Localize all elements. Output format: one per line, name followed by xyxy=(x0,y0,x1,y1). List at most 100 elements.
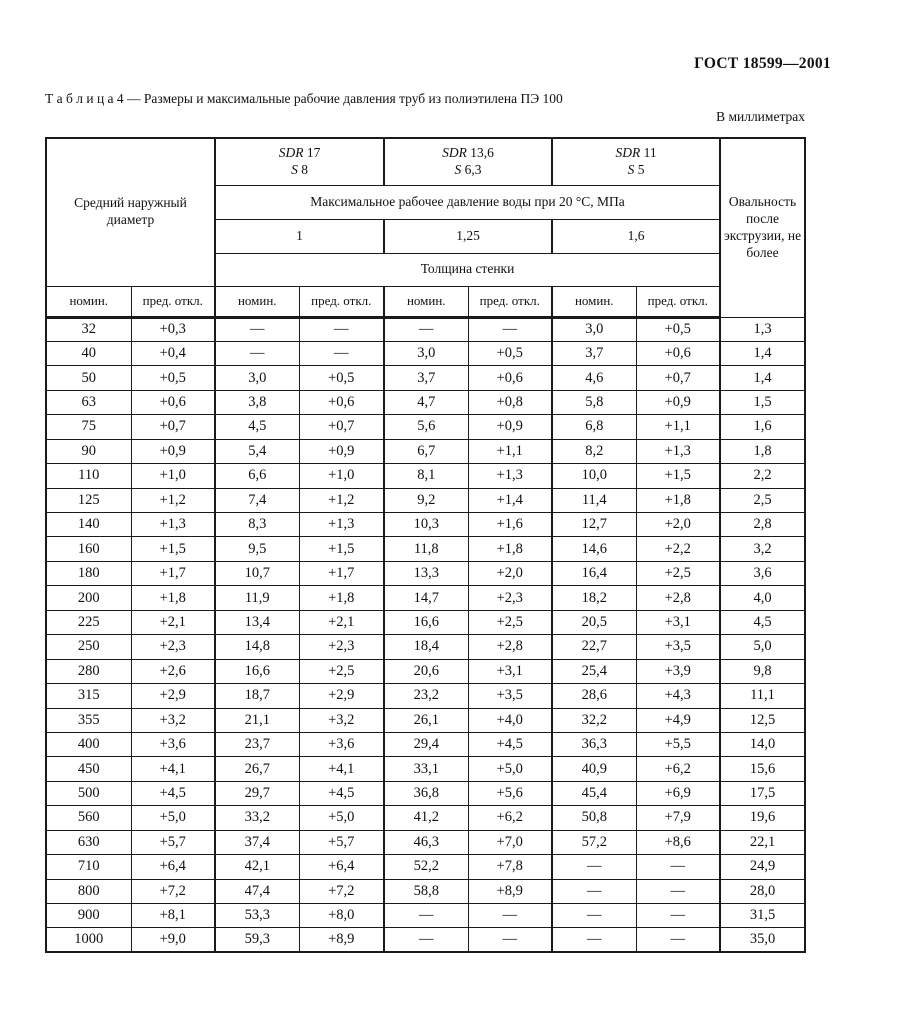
table-cell: — xyxy=(467,316,553,342)
table-cell: 14,8 xyxy=(214,634,300,660)
sdr136-nominal-header: номин. xyxy=(383,285,469,319)
table-cell: +1,3 xyxy=(467,463,553,489)
table-cell: 500 xyxy=(45,780,132,807)
table-cell: +0,7 xyxy=(298,414,385,440)
table-cell: 57,2 xyxy=(551,829,637,856)
table-cell: +8,9 xyxy=(298,927,385,953)
table-cell: +1,3 xyxy=(130,511,216,538)
table-cell: 800 xyxy=(45,878,132,905)
table-cell: 14,6 xyxy=(551,536,637,562)
table-cell: 6,7 xyxy=(383,438,469,465)
table-cell: 26,7 xyxy=(214,756,300,782)
table-cell: +0,6 xyxy=(298,389,385,416)
table-caption: Т а б л и ц а 4 — Размеры и максимальные… xyxy=(45,91,825,107)
table-cell: 8,3 xyxy=(214,511,300,538)
table-caption-title: Размеры и максимальные рабочие давления … xyxy=(143,91,563,106)
table-cell: +3,6 xyxy=(298,731,385,758)
table-cell: +6,4 xyxy=(130,854,216,880)
table-cell: 4,0 xyxy=(719,585,806,611)
s8-value: 8 xyxy=(301,161,308,177)
table-cell: +4,3 xyxy=(635,683,721,709)
table-cell: 59,3 xyxy=(214,927,300,953)
table-cell: 13,3 xyxy=(383,560,469,587)
sdr136-header-cell: SDR 13,6 S 6,3 xyxy=(383,137,553,186)
table-cell: +4,0 xyxy=(467,707,553,733)
table-row: 140 +1,3 8,3 +1,3 10,3 +1,6 12,7 +2,0 2,8 xyxy=(45,511,806,538)
table-cell: +1,3 xyxy=(635,438,721,465)
table-cell: 3,7 xyxy=(551,340,637,367)
table-cell: +2,6 xyxy=(130,658,216,685)
s8-label: S xyxy=(291,161,298,177)
table-cell: +1,2 xyxy=(298,487,385,514)
table-cell: 9,5 xyxy=(214,536,300,562)
table-row: 900 +8,1 53,3 +8,0— — — —31,5 xyxy=(45,902,806,929)
table-cell: 2,2 xyxy=(719,463,806,489)
table-cell: 3,7 xyxy=(383,365,469,391)
table-cell: +1,8 xyxy=(467,536,553,562)
sdr11-label: SDR xyxy=(615,144,641,160)
table-cell: — xyxy=(551,902,637,929)
table-row: 32 +0,3— — — —3,0 +0,5 1,3 xyxy=(45,316,806,342)
table-caption-label: Т а б л и ц а 4 xyxy=(45,91,124,106)
table-cell: +0,6 xyxy=(467,365,553,391)
table-cell: +2,5 xyxy=(467,609,553,636)
sdr11-deviation-header: пред. откл. xyxy=(635,285,721,319)
table-row: 200 +1,8 11,9 +1,8 14,7 +2,3 18,2 +2,8 4,0 xyxy=(45,585,806,611)
table-cell: 3,8 xyxy=(214,389,300,416)
table-cell: +7,2 xyxy=(130,878,216,905)
table-cell: 40,9 xyxy=(551,756,637,782)
table-cell: 7,4 xyxy=(214,487,300,514)
table-cell: +4,5 xyxy=(130,780,216,807)
table-cell: 28,0 xyxy=(719,878,806,905)
table-row: 40 +0,4— —3,0 +0,5 3,7 +0,6 1,4 xyxy=(45,340,806,367)
sdr136-label: SDR xyxy=(442,144,467,160)
table-cell: +2,3 xyxy=(467,585,553,611)
table-cell: 250 xyxy=(45,634,132,660)
table-row: 225 +2,1 13,4 +2,1 16,6 +2,5 20,5 +3,1 4,5 xyxy=(45,609,806,636)
table-row: 110 +1,0 6,6 +1,0 8,1 +1,3 10,0 +1,5 2,2 xyxy=(45,463,806,489)
table-cell: +5,0 xyxy=(130,805,216,831)
sdr136-value: 13,6 xyxy=(470,144,494,160)
table-cell: 3,0 xyxy=(214,365,300,391)
table-cell: 1,8 xyxy=(719,438,806,465)
table-cell: 42,1 xyxy=(214,854,300,880)
table-cell: 710 xyxy=(45,854,132,880)
table-cell: +0,9 xyxy=(298,438,385,465)
table-cell: 6,8 xyxy=(551,414,637,440)
table-cell: 10,7 xyxy=(214,560,300,587)
table-cell: +4,5 xyxy=(467,731,553,758)
table-cell: 5,4 xyxy=(214,438,300,465)
table-cell: +2,3 xyxy=(298,634,385,660)
table-cell: 36,3 xyxy=(551,731,637,758)
table-cell: 16,4 xyxy=(551,560,637,587)
table-cell: 90 xyxy=(45,438,132,465)
table-cell: 315 xyxy=(45,683,132,709)
table-cell: 28,6 xyxy=(551,683,637,709)
sdr17-nominal-header: номин. xyxy=(214,285,300,319)
table-row: 400 +3,6 23,7 +3,6 29,4 +4,5 36,3 +5,5 14,0 xyxy=(45,731,806,758)
table-cell: +1,6 xyxy=(467,511,553,538)
table-cell: +6,4 xyxy=(298,854,385,880)
table-cell: 355 xyxy=(45,707,132,733)
table-cell: +2,8 xyxy=(635,585,721,611)
table-cell: 53,3 xyxy=(214,902,300,929)
table-cell: 560 xyxy=(45,805,132,831)
table-cell: 2,5 xyxy=(719,487,806,514)
table-cell: +2,0 xyxy=(635,511,721,538)
table-cell: +2,5 xyxy=(635,560,721,587)
table-cell: +2,0 xyxy=(467,560,553,587)
table-cell: +3,1 xyxy=(635,609,721,636)
table-cell: +3,1 xyxy=(467,658,553,685)
table-cell: 12,7 xyxy=(551,511,637,538)
table-cell: 1,3 xyxy=(719,316,806,342)
table-row: 125 +1,2 7,4 +1,2 9,2 +1,4 11,4 +1,8 2,5 xyxy=(45,487,806,514)
sdr11-value: 11 xyxy=(643,144,657,160)
table-cell: 47,4 xyxy=(214,878,300,905)
table-cell: +0,9 xyxy=(130,438,216,465)
table-cell: +1,2 xyxy=(130,487,216,514)
table-cell: 110 xyxy=(45,463,132,489)
table-cell: — xyxy=(467,902,553,929)
table-cell: +1,8 xyxy=(298,585,385,611)
table-cell: 1,6 xyxy=(719,414,806,440)
